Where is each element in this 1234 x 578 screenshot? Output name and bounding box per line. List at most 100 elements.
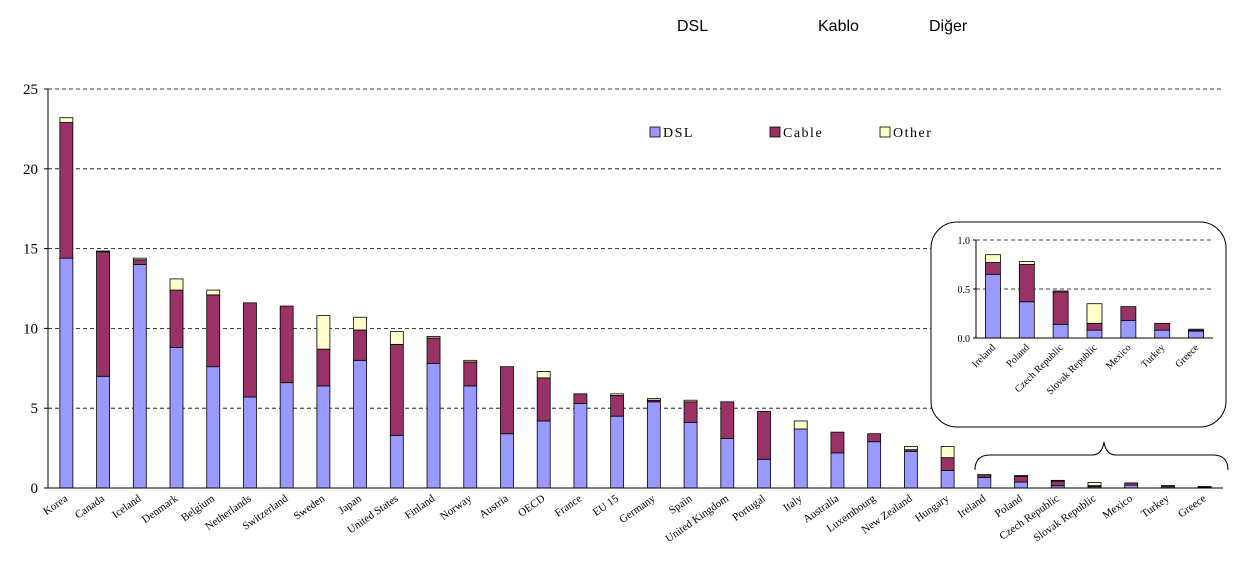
bar-spain-dsl (683, 422, 698, 489)
bar-iceland-cable (132, 259, 147, 265)
bar-greece-other (1197, 486, 1212, 488)
bar-united-states-other (389, 331, 404, 345)
bar-united-kingdom-dsl (720, 438, 735, 489)
bar-japan-cable (353, 329, 368, 361)
inset-bar-czech-republic-dsl (1052, 323, 1069, 339)
x-tick-label-hungary: Hungary (913, 492, 952, 524)
bar-poland-dsl (1014, 481, 1028, 489)
bar-norway-dsl (463, 385, 478, 489)
bar-ireland-dsl (977, 477, 992, 489)
bar-hungary-cable (940, 457, 955, 471)
y-tick-label: 10 (23, 321, 38, 337)
x-tick-label-mexico: Mexico (1101, 492, 1136, 521)
legend: DSL Cable Other (649, 126, 931, 141)
bar-slovak-republic-other (1087, 482, 1102, 487)
inset-bar-slovak-republic-dsl (1086, 329, 1103, 339)
bar-united-kingdom-cable (720, 401, 735, 439)
bar-finland-cable (426, 337, 441, 364)
bar-eu-15-other (610, 393, 625, 396)
bar-united-states-dsl (389, 434, 404, 489)
inset-bar-poland-other (1018, 261, 1035, 265)
bar-belgium-cable (206, 294, 221, 368)
bar-norway-cable (463, 361, 478, 387)
bar-canada-dsl (96, 375, 110, 489)
bar-united-states-cable (389, 343, 404, 436)
legend-label-dsl: DSL (663, 126, 694, 141)
bar-denmark-dsl (169, 347, 184, 489)
x-tick-label-ireland: Ireland (956, 492, 989, 520)
bar-oecd-other (536, 371, 551, 379)
x-tick-label-slovak-republic: Slovak Republic (1031, 493, 1098, 545)
bar-luxembourg-cable (867, 433, 882, 443)
legend-swatch-dsl (649, 126, 661, 138)
x-tick-label-italy: Italy (781, 492, 805, 514)
bar-denmark-cable (169, 289, 184, 348)
bar-sweden-other (316, 315, 331, 350)
bar-korea-cable (59, 122, 74, 259)
inset-bar-ireland-other (985, 254, 1001, 263)
x-tick-label-canada: Canada (73, 493, 107, 522)
x-tick-label-japan: Japan (336, 492, 364, 516)
bar-mexico-cable (1124, 482, 1139, 486)
x-tick-label-oecd: OECD (516, 493, 547, 520)
y-tick-label: 25 (23, 82, 38, 98)
inset-bar-poland-dsl (1018, 301, 1035, 339)
bar-ireland-other (977, 474, 992, 477)
inset-bar-czech-republic-other (1052, 290, 1069, 293)
bar-oecd-dsl (536, 420, 551, 489)
bar-sweden-cable (316, 348, 331, 387)
y-tick-label: 5 (31, 401, 39, 417)
inset-bar-ireland-dsl (985, 273, 1001, 339)
inset-bar-greece-dsl (1188, 330, 1204, 339)
bar-iceland-other (132, 257, 147, 261)
inset-bar-czech-republic-cable (1052, 291, 1069, 325)
x-tick-label-austria: Austria (477, 493, 511, 521)
bar-netherlands-dsl (243, 396, 257, 489)
inset-brace (974, 441, 1229, 471)
main-bars (59, 117, 1212, 489)
x-tick-label-sweden: Sweden (292, 492, 328, 522)
bar-portugal-dsl (757, 458, 771, 489)
inset-bar-slovak-republic-other (1086, 303, 1103, 324)
bar-spain-other (683, 399, 698, 403)
bar-austria-dsl (500, 433, 514, 489)
bar-oecd-cable (536, 377, 551, 422)
bar-norway-other (463, 359, 478, 363)
bar-iceland-dsl (132, 264, 147, 489)
main-x-axis: Korea Canada IcelandDenmarkBelgiumNetherla… (41, 487, 1223, 545)
bar-korea-other (59, 117, 74, 123)
inset-y-tick-label: 0.5 (958, 285, 971, 296)
bar-portugal-cable (757, 410, 771, 460)
header-label-other: Diğer (929, 18, 968, 35)
bar-eu-15-cable (610, 395, 625, 417)
inset-bar-greece-other (1188, 328, 1204, 331)
bar-switzerland-cable (279, 305, 294, 384)
bar-luxembourg-dsl (867, 441, 882, 489)
brace-shape (974, 441, 1229, 471)
bar-australia-dsl (830, 452, 845, 489)
bar-new-zealand-other (903, 446, 918, 451)
x-tick-label-korea: Korea (41, 493, 70, 518)
bar-france-dsl (573, 403, 588, 489)
x-tick-label-united-kingdom: United Kingdom (663, 492, 731, 545)
bar-australia-cable (830, 431, 845, 454)
bar-hungary-other (940, 446, 955, 459)
bar-spain-cable (683, 401, 698, 423)
bar-finland-other (426, 335, 441, 339)
bar-hungary-dsl (940, 470, 955, 489)
bar-poland-cable (1014, 475, 1028, 483)
y-tick-label: 15 (23, 242, 38, 258)
bar-germany-dsl (646, 401, 661, 489)
inset-bar-slovak-republic-cable (1086, 322, 1103, 331)
legend-swatch-cable (769, 126, 781, 138)
x-tick-label-iceland: Iceland (110, 492, 144, 521)
bar-canada-cable (96, 251, 110, 377)
bar-new-zealand-dsl (903, 450, 918, 489)
bar-switzerland-dsl (279, 382, 294, 489)
bar-italy-dsl (793, 428, 808, 489)
x-tick-label-finland: Finland (403, 492, 438, 521)
inset-bar-poland-cable (1018, 264, 1035, 303)
y-tick-label: 20 (23, 162, 38, 178)
x-tick-label-france: France (553, 493, 584, 520)
